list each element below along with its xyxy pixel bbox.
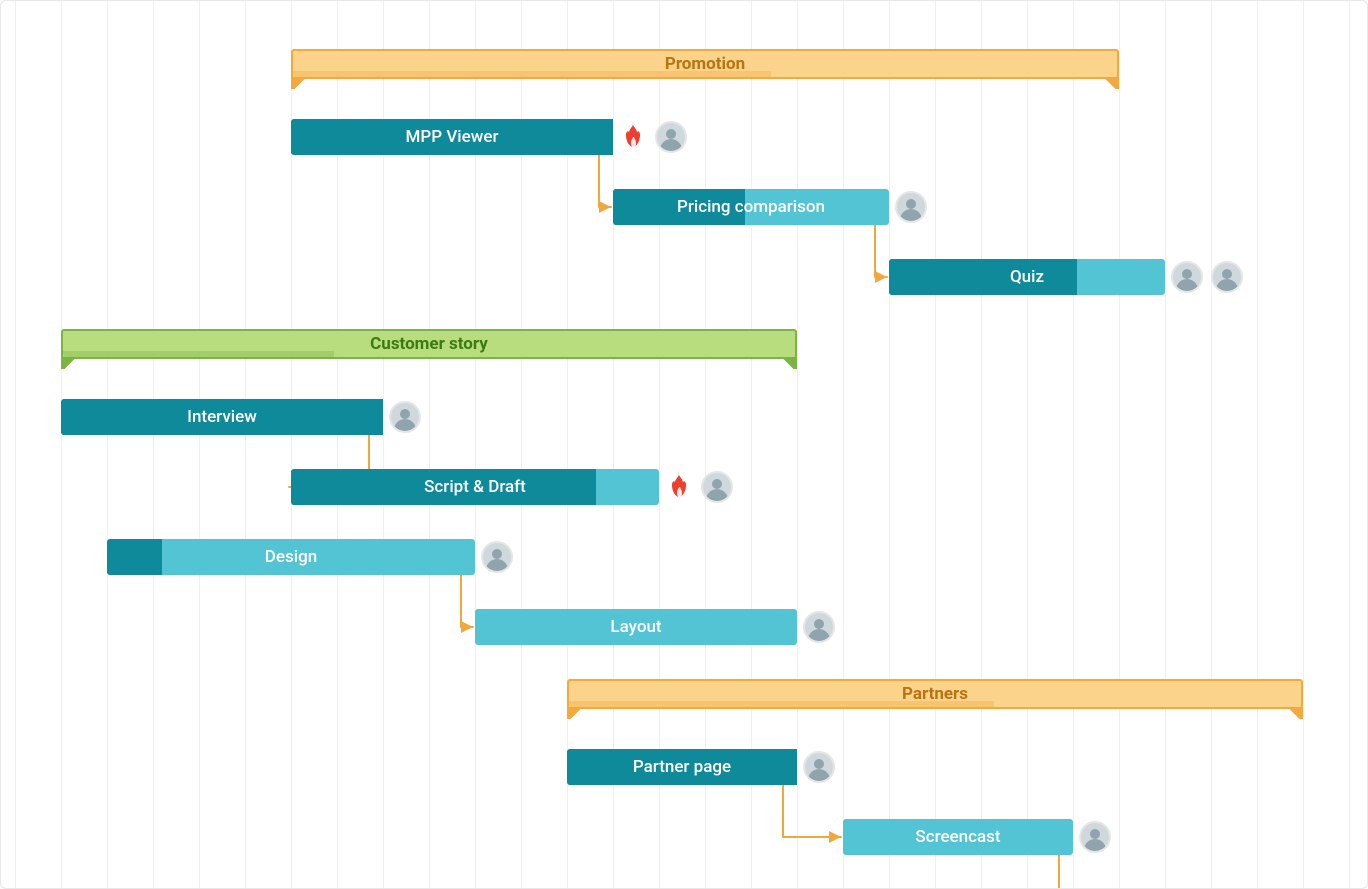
group-progress [293, 71, 771, 77]
task-label: Quiz [996, 267, 1058, 287]
assignee-avatar[interactable] [655, 121, 687, 153]
group-label: Promotion [291, 49, 1119, 79]
group-tail [567, 707, 585, 719]
priority-flame-icon [619, 121, 647, 153]
task-label: Script & Draft [410, 477, 540, 497]
gantt-chart: Promotion Customer story Partners MPP Viewe… [0, 0, 1368, 889]
group-customer-story[interactable]: Customer story [61, 329, 797, 359]
task-mpp-viewer[interactable]: MPP Viewer [291, 119, 613, 155]
assignee-avatar[interactable] [803, 611, 835, 643]
group-progress [569, 701, 994, 707]
task-design[interactable]: Design [107, 539, 475, 575]
assignee-avatar[interactable] [803, 751, 835, 783]
assignee-avatar[interactable] [389, 401, 421, 433]
task-layout[interactable]: Layout [475, 609, 797, 645]
task-badges [665, 469, 733, 505]
group-promotion[interactable]: Promotion [291, 49, 1119, 79]
task-badges [803, 609, 835, 645]
task-label: Screencast [901, 827, 1014, 847]
assignee-avatar[interactable] [1211, 261, 1243, 293]
task-script-draft[interactable]: Script & Draft [291, 469, 659, 505]
task-badges [619, 119, 687, 155]
group-partners[interactable]: Partners [567, 679, 1303, 709]
task-label: Design [251, 547, 331, 567]
task-pricing-comparison[interactable]: Pricing comparison [613, 189, 889, 225]
task-badges [481, 539, 513, 575]
task-partner-page[interactable]: Partner page [567, 749, 797, 785]
task-progress [107, 539, 162, 575]
priority-flame-icon [665, 471, 693, 503]
assignee-avatar[interactable] [701, 471, 733, 503]
assignee-avatar[interactable] [895, 191, 927, 223]
task-label: MPP Viewer [392, 127, 513, 147]
group-tail [779, 357, 797, 369]
assignee-avatar[interactable] [1079, 821, 1111, 853]
task-badges [389, 399, 421, 435]
group-label: Customer story [61, 329, 797, 359]
group-label: Partners [567, 679, 1303, 709]
task-label: Pricing comparison [663, 197, 839, 217]
task-label: Layout [596, 617, 675, 637]
group-tail [61, 357, 79, 369]
task-interview[interactable]: Interview [61, 399, 383, 435]
task-label: Partner page [619, 757, 745, 777]
group-tail [1101, 77, 1119, 89]
task-quiz[interactable]: Quiz [889, 259, 1165, 295]
group-tail [291, 77, 309, 89]
task-badges [895, 189, 927, 225]
task-badges [803, 749, 835, 785]
assignee-avatar[interactable] [1171, 261, 1203, 293]
task-badges [1171, 259, 1243, 295]
assignee-avatar[interactable] [481, 541, 513, 573]
task-badges [1079, 819, 1111, 855]
task-label: Interview [173, 407, 271, 427]
group-tail [1285, 707, 1303, 719]
group-progress [63, 351, 334, 357]
task-screencast[interactable]: Screencast [843, 819, 1073, 855]
